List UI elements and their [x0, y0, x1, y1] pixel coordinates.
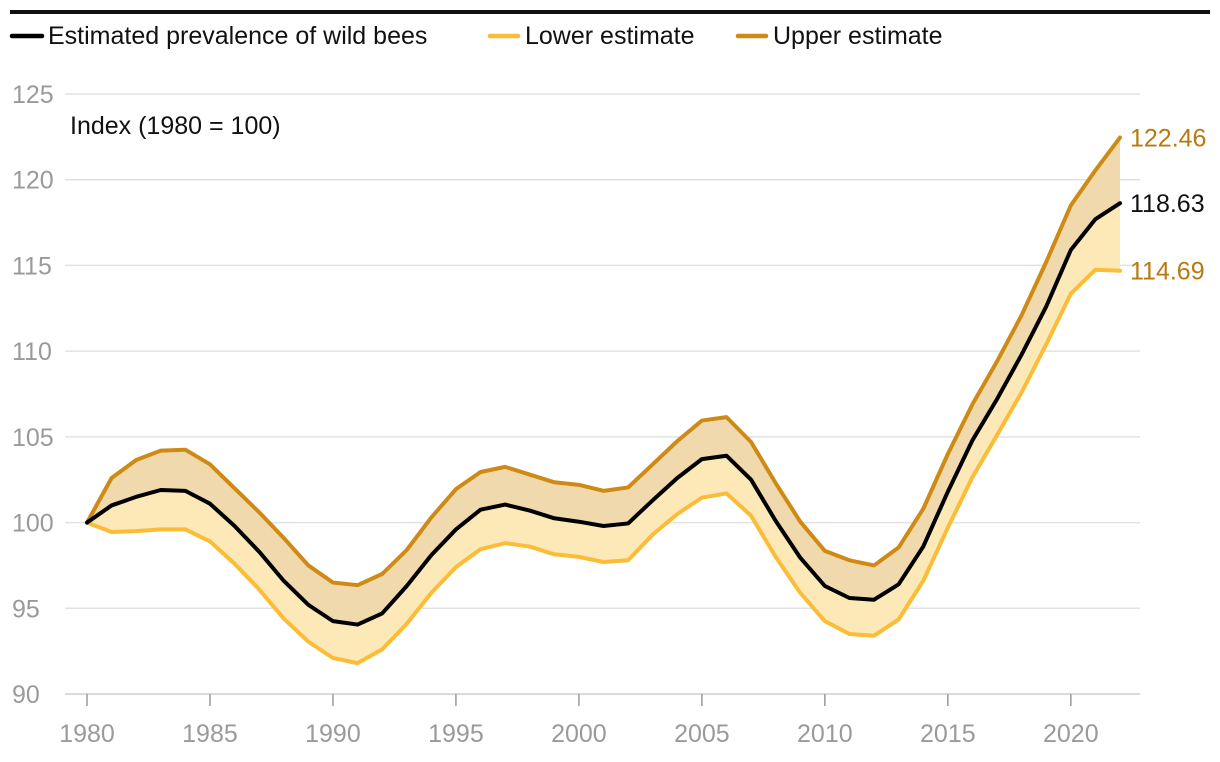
x-tick-label-1990: 1990: [305, 720, 361, 748]
top-rule: [10, 10, 1210, 14]
end-label-lower: 114.69: [1130, 258, 1205, 286]
series-line-estimated-prevalence: [85, 201, 1122, 627]
series-line-upper-estimate: [85, 135, 1122, 588]
x-tick-label-2000: 2000: [551, 720, 607, 748]
y-tick-label-110: 110: [12, 338, 52, 366]
y-tick-label-90: 90: [12, 681, 40, 709]
legend-item-upper[interactable]: Upper estimate: [735, 22, 943, 50]
legend-label-lower: Lower estimate: [525, 22, 695, 50]
y-tick-label-120: 120: [12, 167, 54, 195]
legend-item-estimated[interactable]: Estimated prevalence of wild bees: [9, 22, 427, 50]
x-axis: 1980 1985 1990 1995 2000 2005 2010 2015 2020: [59, 694, 1099, 748]
y-tick-label-125: 125: [12, 81, 54, 109]
y-tick-label-105: 105: [12, 424, 54, 452]
x-tick-label-2010: 2010: [797, 720, 853, 748]
x-tick-label-1985: 1985: [182, 720, 238, 748]
end-label-estimated: 118.63: [1130, 190, 1205, 218]
x-tick-label-2015: 2015: [920, 720, 976, 748]
end-label-upper: 122.46: [1130, 125, 1206, 153]
y-axis: 90 95 100 105 110 115 120 125: [12, 81, 54, 709]
legend-label-upper: Upper estimate: [773, 22, 943, 50]
estimate-bands: [87, 137, 1120, 664]
y-tick-label-115: 115: [12, 252, 52, 280]
end-labels: 122.46 118.63 114.69: [1130, 125, 1206, 286]
legend-item-lower[interactable]: Lower estimate: [487, 22, 695, 50]
x-tick-label-2005: 2005: [674, 720, 730, 748]
x-tick-label-1995: 1995: [428, 720, 484, 748]
x-tick-label-2020: 2020: [1043, 720, 1099, 748]
y-tick-label-95: 95: [12, 595, 40, 623]
y-axis-unit-label: Index (1980 = 100): [70, 112, 281, 140]
legend-label-estimated: Estimated prevalence of wild bees: [48, 22, 427, 50]
series-line-lower-estimate: [85, 267, 1122, 666]
legend: Estimated prevalence of wild bees Lower …: [9, 22, 943, 50]
y-tick-label-100: 100: [12, 510, 54, 538]
x-tick-label-1980: 1980: [59, 720, 115, 748]
series-lines: [85, 135, 1122, 666]
